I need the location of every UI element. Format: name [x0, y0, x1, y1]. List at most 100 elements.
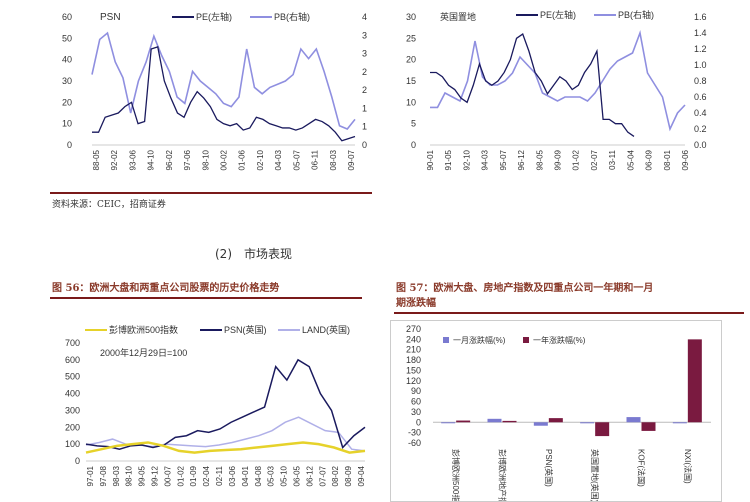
x-tick: 04-08	[254, 465, 263, 486]
right-tick: 2	[362, 67, 367, 77]
divider	[50, 192, 372, 194]
right-tick: 1.0	[694, 60, 707, 70]
fig57-caption-line1: 图 57：欧洲大盘、房地产指数及四重点公司一年期和一月	[396, 283, 654, 294]
left-tick: 5	[411, 119, 416, 129]
left-tick: 50	[62, 33, 72, 43]
bar	[502, 420, 517, 423]
right-tick: 0.4	[694, 108, 707, 118]
x-tick: 98-10	[125, 465, 134, 486]
y-tick: 60	[411, 397, 421, 407]
category-label: NXI(法国)	[683, 449, 693, 484]
x-tick: 96-02	[165, 149, 174, 170]
x-tick: 96-12	[517, 149, 526, 170]
right-tick: 1	[362, 103, 367, 113]
legend-pe: PE(左轴)	[540, 9, 576, 20]
x-tick: 09-07	[347, 149, 356, 170]
x-tick: 02-04	[202, 465, 211, 486]
x-tick: 08-02	[331, 465, 340, 486]
category-label: 英国置地(英国)	[590, 449, 600, 502]
x-tick: 94-10	[147, 149, 156, 170]
x-tick: 09-06	[681, 149, 690, 170]
right-tick: 1.2	[694, 44, 707, 54]
y-tick: 300	[65, 405, 80, 415]
x-tick: 08-03	[329, 149, 338, 170]
y-tick: 30	[411, 407, 421, 417]
left-tick: 25	[406, 33, 416, 43]
left-tick: 20	[406, 55, 416, 65]
bar	[672, 422, 687, 424]
y-tick: 180	[406, 355, 421, 365]
pb-line	[430, 30, 686, 132]
x-tick: 92-10	[462, 149, 471, 170]
pe-line	[92, 46, 356, 142]
right-tick: 3	[362, 30, 367, 40]
right-tick: 0.0	[694, 140, 707, 150]
fig56-caption: 图 56：欧洲大盘和两重点公司股票的历史价格走势	[52, 283, 280, 294]
y-tick: 0	[416, 417, 421, 427]
right-tick: 1.4	[694, 28, 707, 38]
x-tick: 05-07	[292, 149, 301, 170]
divider	[50, 297, 362, 299]
right-tick: 0.8	[694, 76, 707, 86]
x-tick: 01-02	[176, 465, 185, 486]
right-tick: 0.6	[694, 92, 707, 102]
x-tick: 98-03	[112, 465, 121, 486]
left-tick: 30	[406, 12, 416, 22]
y-tick: 100	[65, 439, 80, 449]
left-tick: 40	[62, 55, 72, 65]
x-tick: 09-04	[357, 465, 366, 486]
legend-month-swatch	[443, 337, 449, 343]
left-tick: 60	[62, 12, 72, 22]
y-tick: 0	[75, 456, 80, 466]
x-tick: 99-12	[151, 465, 160, 486]
y-tick: -30	[408, 428, 421, 438]
right-tick: 3	[362, 49, 367, 59]
x-tick: 07-07	[318, 465, 327, 486]
bar	[580, 422, 595, 424]
chart-title: PSN	[100, 12, 121, 23]
fig57-caption-line2: 期涨跌幅	[396, 298, 436, 309]
pe-line	[430, 33, 635, 138]
x-tick: 90-01	[426, 149, 435, 170]
x-tick: 91-05	[444, 149, 453, 170]
bar	[687, 339, 702, 423]
x-tick: 06-11	[311, 149, 320, 169]
y-tick: -60	[408, 438, 421, 448]
x-tick: 03-06	[228, 465, 237, 486]
x-tick: 00-02	[220, 149, 229, 170]
bar	[626, 417, 641, 423]
y-tick: 150	[406, 365, 421, 375]
x-tick: 95-07	[499, 149, 508, 170]
right-tick: 1.6	[694, 12, 707, 22]
legend-item: 彭博欧洲500指数	[109, 324, 178, 335]
bar	[441, 422, 456, 424]
pb-line	[91, 31, 356, 130]
x-tick: 01-06	[238, 149, 247, 170]
y-tick: 90	[411, 386, 421, 396]
divider	[394, 312, 744, 314]
legend-item: PSN(英国)	[224, 324, 267, 335]
x-tick: 06-09	[645, 149, 654, 170]
x-tick: 04-03	[274, 149, 283, 170]
legend-month: 一月涨跌幅(%)	[453, 335, 506, 345]
right-tick: 1	[362, 122, 367, 132]
category-label: PSN(英国)	[544, 449, 554, 487]
y-tick: 600	[65, 355, 80, 365]
x-tick: 02-10	[256, 149, 265, 170]
x-tick: 03-11	[608, 149, 617, 169]
left-tick: 0	[411, 140, 416, 150]
x-tick: 98-10	[201, 149, 210, 170]
x-tick: 02-07	[590, 149, 599, 170]
x-tick: 08-09	[344, 465, 353, 486]
y-tick: 400	[65, 389, 80, 399]
annotation: 2000年12月29日=100	[100, 347, 187, 358]
legend-pb: PB(右轴)	[618, 9, 654, 20]
series-line	[85, 358, 366, 450]
right-tick: 4	[362, 12, 367, 22]
y-tick: 700	[65, 338, 80, 348]
y-tick: 500	[65, 372, 80, 382]
x-tick: 01-09	[189, 465, 198, 486]
left-tick: 10	[406, 97, 416, 107]
y-tick: 270	[406, 324, 421, 334]
x-tick: 04-01	[241, 465, 250, 486]
